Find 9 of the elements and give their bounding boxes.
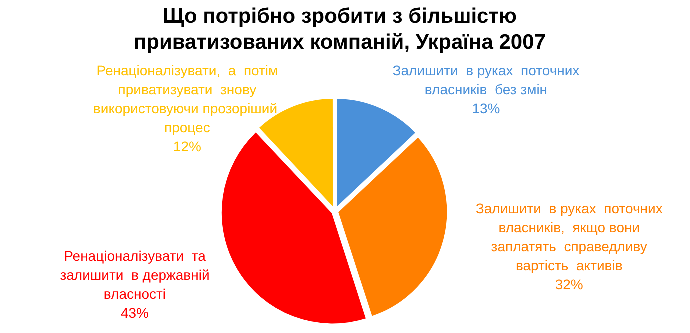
data-label: 13% [472,100,500,116]
slice-label: Залишити в руках поточних власників, якщо вони заплатять справедливу вартість активів [476,200,663,274]
chart-title: Що потрібно зробити з більшістю приватизованих компаній, Україна 2007 [133,4,547,56]
data-label: 12% [173,138,202,154]
slice-label: Залишити в руках поточних власників без змін [392,62,580,98]
slice-label: Ренаціоналізувати та залишити в державній власності [60,248,210,302]
data-label: 43% [120,304,149,321]
data-label: 32% [555,276,584,293]
slice-label: Ренаціоналізувати, а потім приватизувати знову використовуючи прозоріший процес [93,62,282,136]
